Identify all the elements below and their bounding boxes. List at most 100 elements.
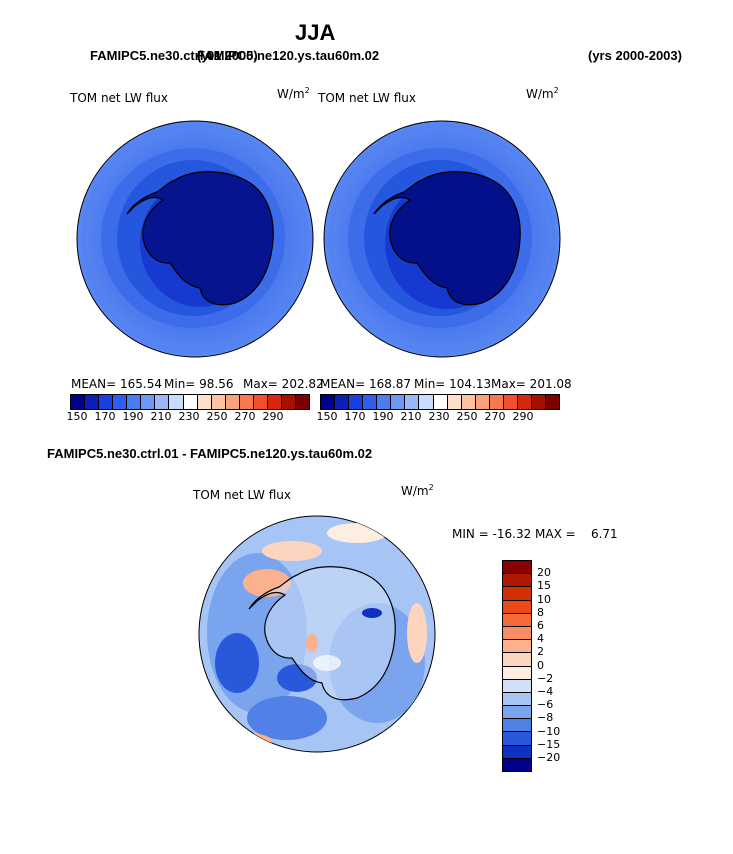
season-title: JJA	[295, 20, 336, 45]
panel1-min: Min= 98.56	[164, 377, 234, 391]
colorbar-level-label: 10	[537, 592, 551, 606]
panel1-max: Max= 202.82	[243, 377, 324, 391]
colorbar-level-label: −6	[537, 698, 554, 712]
panel2-max: Max= 201.08	[491, 377, 572, 391]
colorbar-swatch	[363, 395, 378, 409]
colorbar-swatch	[141, 395, 156, 409]
colorbar-level-label: 15	[537, 579, 551, 593]
colorbar-tick-label: 190	[122, 410, 144, 423]
colorbar-level-label: 4	[537, 632, 544, 646]
antarctica-outline-difference	[248, 566, 396, 701]
colorbar-swatch	[503, 666, 531, 680]
colorbar-swatch	[391, 395, 406, 409]
colorbar-swatch	[267, 395, 282, 409]
colorbar-swatch	[503, 626, 531, 641]
colorbar-swatch	[321, 395, 336, 409]
colorbar-level-label: 2	[537, 645, 544, 659]
colorbar-swatch	[503, 613, 531, 627]
years-label-right: (yrs 2000-2003)	[588, 48, 682, 63]
diff-units-label: W/m2	[401, 483, 434, 498]
panel2-units-label: W/m2	[526, 86, 559, 101]
colorbar-tick-label: 230	[428, 410, 450, 423]
colorbar-swatch	[405, 395, 420, 409]
colorbar-level-label: 20	[537, 566, 551, 580]
colorbar-swatch	[85, 395, 100, 409]
polar-map-difference	[198, 515, 436, 753]
colorbar-swatch	[211, 395, 226, 409]
colorbar-swatch	[155, 395, 170, 409]
panel1-variable-label: TOM net LW flux	[70, 91, 168, 105]
panel2-min: Min= 104.13	[414, 377, 492, 391]
colorbar-swatch	[239, 395, 254, 409]
colorbar-swatch	[503, 692, 531, 707]
colorbar-swatch	[489, 395, 504, 409]
colorbar-swatch	[503, 706, 531, 720]
colorbar-swatch	[546, 395, 560, 409]
panel2-mean: MEAN= 168.87	[320, 377, 411, 391]
colorbar-tick-label: 230	[178, 410, 200, 423]
colorbar-difference	[502, 560, 532, 772]
colorbar-tick-label: 270	[234, 410, 256, 423]
case-name-overlap: FAMIPC5.ne120.ys.tau60m.02	[197, 48, 380, 63]
colorbar-swatch	[197, 395, 212, 409]
colorbar-level-label: −4	[537, 685, 554, 698]
colorbar-swatch	[503, 653, 531, 667]
colorbar-swatch	[503, 600, 531, 614]
colorbar-swatch	[99, 395, 114, 409]
colorbar-panel2	[320, 394, 560, 410]
colorbar-swatch	[503, 587, 531, 601]
colorbar-swatch	[433, 395, 448, 409]
colorbar-swatch	[296, 395, 310, 409]
colorbar-swatch	[503, 561, 531, 575]
colorbar-level-label: −20	[537, 751, 561, 764]
colorbar-tick-label: 270	[484, 410, 506, 423]
colorbar-swatch	[503, 719, 531, 733]
colorbar-swatch	[503, 732, 531, 746]
antarctica-outline-panel2	[373, 171, 521, 306]
colorbar-swatch	[225, 395, 240, 409]
colorbar-swatch	[461, 395, 476, 409]
colorbar-swatch	[183, 395, 198, 409]
colorbar-level-label: 0	[537, 658, 544, 672]
diff-minmax-label: MIN = -16.32 MAX = 6.71	[452, 527, 618, 541]
case-name-left: FAMIPC5.ne30.ctrl.01	[90, 48, 222, 63]
colorbar-level-label: 6	[537, 619, 544, 632]
polar-map-panel2	[323, 120, 561, 358]
colorbar-swatch	[127, 395, 142, 409]
polar-map-panel1	[76, 120, 314, 358]
colorbar-swatch	[503, 640, 531, 654]
colorbar-level-label: −15	[537, 737, 561, 751]
antarctica-outline-panel1	[126, 171, 274, 306]
colorbar-tick-label: 150	[316, 410, 338, 423]
colorbar-tick-label: 190	[372, 410, 394, 423]
colorbar-swatch	[475, 395, 490, 409]
colorbar-swatch	[281, 395, 296, 409]
colorbar-tick-label: 210	[400, 410, 422, 423]
colorbar-panel1	[70, 394, 310, 410]
colorbar-swatch	[71, 395, 86, 409]
colorbar-tick-label: 250	[206, 410, 228, 423]
colorbar-swatch	[253, 395, 268, 409]
colorbar-tick-label: 290	[262, 410, 284, 423]
colorbar-level-label: −2	[537, 671, 554, 685]
colorbar-swatch	[503, 395, 518, 409]
colorbar-tick-label: 250	[456, 410, 478, 423]
colorbar-swatch	[447, 395, 462, 409]
years-label-left: (yrs 2000)	[197, 48, 258, 63]
colorbar-tick-label: 210	[150, 410, 172, 423]
panel1-units-label: W/m2	[277, 86, 310, 101]
colorbar-tick-label: 170	[94, 410, 116, 423]
colorbar-swatch	[503, 758, 531, 771]
colorbar-swatch	[503, 745, 531, 759]
colorbar-swatch	[377, 395, 392, 409]
colorbar-swatch	[335, 395, 350, 409]
colorbar-swatch	[349, 395, 364, 409]
colorbar-swatch	[113, 395, 128, 409]
colorbar-tick-label: 170	[344, 410, 366, 423]
colorbar-swatch	[531, 395, 546, 409]
panel1-mean: MEAN= 165.54	[71, 377, 162, 391]
colorbar-level-label: 8	[537, 605, 544, 619]
colorbar-swatch	[517, 395, 532, 409]
diff-variable-label: TOM net LW flux	[193, 488, 291, 502]
colorbar-tick-label: 150	[66, 410, 88, 423]
